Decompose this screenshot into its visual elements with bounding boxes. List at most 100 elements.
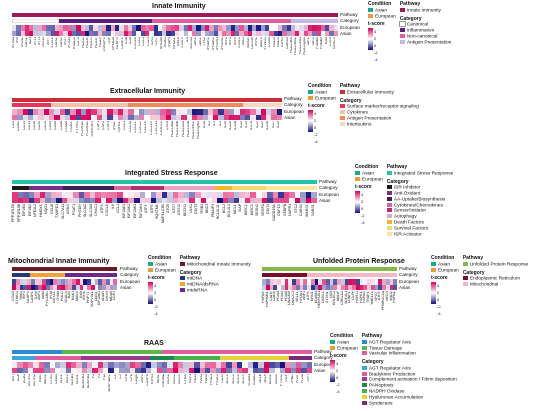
heatmap-cell xyxy=(290,362,296,368)
annotation-segment xyxy=(130,186,165,190)
gene-label: PYCARD xyxy=(45,291,49,306)
heatmap-cell xyxy=(84,30,90,36)
heatmap-cell xyxy=(34,279,39,285)
heatmap-cell xyxy=(76,30,81,36)
annotation-segment xyxy=(64,273,117,277)
gene-label: IL18 xyxy=(129,37,133,44)
heatmap-cell xyxy=(305,192,312,198)
heatmap-cell xyxy=(191,109,198,115)
heatmap-cell xyxy=(316,25,321,31)
heatmap-cell xyxy=(123,25,128,31)
heatmap-cell xyxy=(183,197,190,203)
heatmap-cell xyxy=(269,284,274,290)
heatmap-cell xyxy=(12,114,18,120)
legend-label: Hyaluronan Accumulation xyxy=(368,395,424,401)
gene-label: BCL2L11 xyxy=(217,204,221,219)
heatmap-cell xyxy=(165,109,171,115)
heatmap-cell xyxy=(303,279,307,285)
heatmap-cell xyxy=(207,114,214,120)
row-label-european: European xyxy=(120,279,140,284)
category-bar xyxy=(12,186,317,190)
annotation-segment xyxy=(173,356,220,360)
legend-swatch xyxy=(361,400,367,405)
heatmap-cell xyxy=(49,279,54,285)
heatmap-cell xyxy=(123,109,129,115)
gene-label: NOX4 xyxy=(178,374,182,384)
heatmap-cell xyxy=(276,114,282,120)
heatmap-cell xyxy=(273,25,278,31)
gene-label: HSPD1 xyxy=(355,291,359,303)
heatmap-cell xyxy=(325,279,330,285)
category-bar xyxy=(12,103,283,107)
heatmap-cell xyxy=(161,192,168,198)
heatmap-cell xyxy=(80,114,87,120)
legend-swatch xyxy=(386,170,392,175)
heatmap-cell xyxy=(299,25,304,31)
heatmap-cell xyxy=(119,367,125,373)
heatmap-cell xyxy=(110,30,115,36)
heatmap-cell xyxy=(150,197,157,203)
gene-label: NOX1 xyxy=(167,374,171,384)
heatmap-cell xyxy=(28,367,34,373)
heatmap-cell xyxy=(290,367,296,373)
legend-swatch xyxy=(386,208,392,213)
heatmap-cell xyxy=(89,25,94,31)
legend-item: Anti-Oxidant xyxy=(386,191,453,197)
heatmap-cell xyxy=(363,284,367,290)
heatmap-cell xyxy=(318,284,322,290)
legend-swatch xyxy=(148,267,153,272)
heatmap-cell xyxy=(209,25,214,31)
legend-label: Innate Immunity xyxy=(406,8,441,14)
label-category: Category xyxy=(399,272,418,277)
heatmap-cell xyxy=(179,25,184,31)
legend-title: Condition xyxy=(355,164,379,170)
legend-title: Condition xyxy=(308,83,332,89)
heatmap-cell xyxy=(162,362,168,368)
heatmap-cell xyxy=(53,279,57,285)
gene-label: CSF3 xyxy=(107,121,111,131)
row-label-asian: Asian xyxy=(284,115,296,120)
heatmap-cell xyxy=(117,197,123,203)
colorbar-title: t-score xyxy=(330,353,347,360)
label-pathway: Pathway xyxy=(284,96,302,101)
heatmap-cell xyxy=(49,109,55,115)
heatmap-cell xyxy=(322,284,326,290)
label-category: Category xyxy=(314,355,333,360)
heatmap-cell xyxy=(34,197,40,203)
heatmap-cell xyxy=(280,279,285,285)
heatmap-cell xyxy=(299,284,304,290)
heatmap-cell xyxy=(295,279,300,285)
heatmap-cell xyxy=(34,284,39,290)
heatmap-cell xyxy=(33,109,39,115)
legend-label: Autophagy xyxy=(393,214,417,220)
heatmap-cell xyxy=(247,30,253,36)
gene-labels: CD4 CD8A CD14 CD19 CD38 CD40 CD44 CD69 CD80 CD86 I… xyxy=(12,121,282,145)
heatmap-cell xyxy=(213,25,218,31)
heatmap-cell xyxy=(90,279,95,285)
heatmap-cell xyxy=(167,367,173,373)
heatmap-cell xyxy=(295,367,302,373)
heatmap-cell xyxy=(200,30,206,36)
label-category: Category xyxy=(340,18,359,23)
annotation-segment xyxy=(12,267,117,271)
label-pathway: Pathway xyxy=(120,266,138,271)
heatmap-cell xyxy=(50,30,55,36)
annotation-segment xyxy=(262,273,307,277)
label-pathway: Pathway xyxy=(340,12,358,17)
heatmap-cell xyxy=(144,30,150,36)
legend-item: Canonical xyxy=(398,21,452,28)
legend-block: Condition Asian European xyxy=(330,333,358,351)
gene-label: HLA-DMB xyxy=(176,121,180,138)
gene-label: CCL5 xyxy=(123,121,127,131)
heatmap-cell xyxy=(37,25,43,31)
heatmap-cell xyxy=(277,284,281,290)
heatmap-cell xyxy=(210,362,216,368)
heatmap-cell xyxy=(223,109,230,115)
gene-label: CGAS xyxy=(268,37,272,48)
heatmap-cell xyxy=(263,367,270,373)
heatmap-cell xyxy=(243,30,248,36)
heatmap-cell xyxy=(30,284,35,290)
heatmap-cell xyxy=(136,30,141,36)
heatmap-cell xyxy=(93,25,98,31)
heatmap xyxy=(262,279,397,290)
